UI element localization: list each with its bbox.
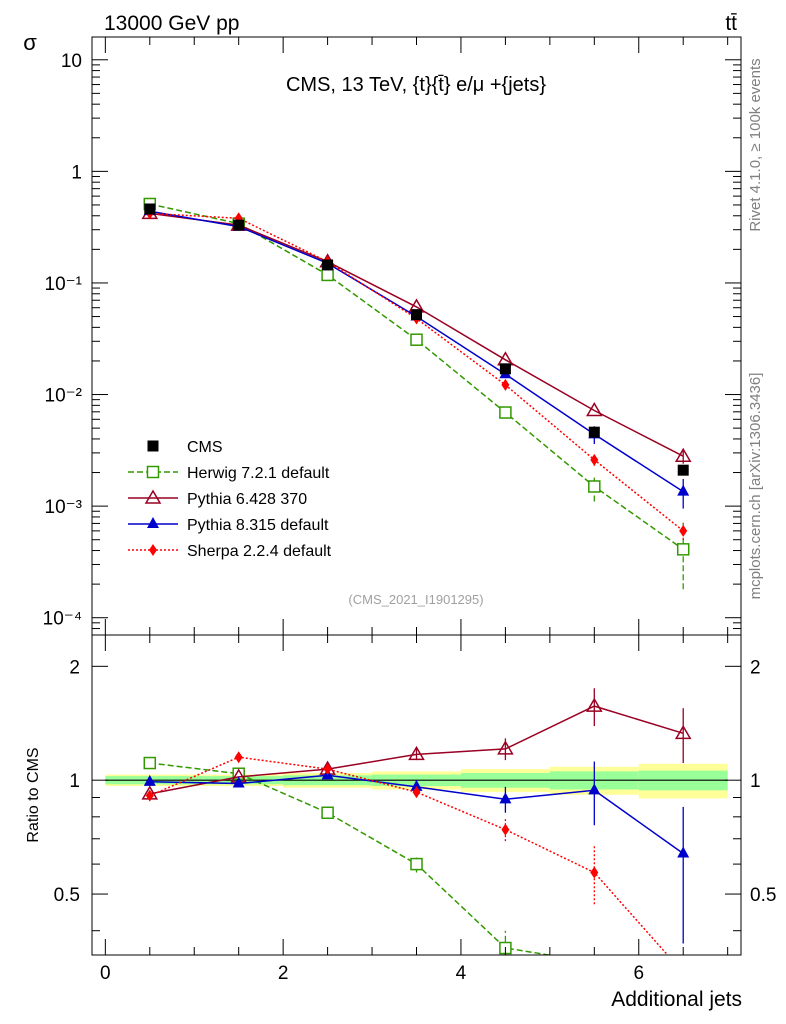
series-sherpa-2-2-4-default [145, 751, 687, 979]
data-point [145, 789, 154, 802]
data-point [677, 484, 690, 496]
data-point [408, 745, 425, 761]
series-line-pythia-8-315-default [149, 210, 684, 493]
y-tick-label: 10⁻³ [45, 497, 83, 518]
data-point [321, 268, 334, 282]
data-point [322, 259, 334, 271]
data-point [674, 447, 692, 462]
data-point [233, 219, 245, 231]
ratio-y-tick-label-right: 1 [750, 771, 761, 792]
main-panel: 10 1 10⁻¹ 10⁻² 10⁻³ 10⁻⁴ CMS, 13 TeV, {t}{t̄}… [23, 30, 742, 636]
data-point [410, 779, 423, 791]
x-axis-label: Additional jets [611, 988, 742, 1011]
ratio-panel: 2 2 1 1 0.5 0.5 0 2 4 6 Ratio to CMS Additional j… [25, 634, 776, 1011]
legend-label: CMS [187, 439, 223, 456]
y-tick-label: 10⁻² [45, 386, 83, 407]
data-point [677, 464, 689, 476]
data-point [232, 776, 245, 788]
data-point [677, 846, 690, 858]
x-tick-label: 0 [100, 963, 111, 984]
watermark: (CMS_2021_I1901295) [348, 592, 483, 607]
ratio-axis-ticks: 2 2 1 1 0.5 0.5 0 2 4 6 [54, 635, 776, 984]
data-point [410, 857, 423, 871]
data-point [497, 740, 514, 755]
legend: CMS Herwig 7.2.1 default Pythia 6.428 370 P… [128, 439, 332, 560]
data-point [679, 967, 687, 979]
main-title: CMS, 13 TeV, {t}{t̄} e/μ +{jets} [286, 74, 546, 96]
data-point [323, 763, 332, 776]
data-point [143, 756, 157, 770]
data-point [679, 524, 688, 537]
legend-item-pythia-6-428-370: Pythia 6.428 370 [128, 489, 307, 508]
data-point [499, 363, 511, 375]
data-point [499, 406, 512, 419]
legend-marker [147, 440, 159, 452]
side-label-bottom: mcplots.cern.ch [arXiv:1306.3436] [747, 373, 764, 600]
series-line-herwig-7-2-1-default [149, 762, 554, 955]
main-axis-ticks: 10 1 10⁻¹ 10⁻² 10⁻³ 10⁻⁴ [43, 37, 741, 636]
data-point [234, 751, 243, 764]
legend-label: Pythia 8.315 default [187, 517, 329, 534]
data-point [589, 957, 600, 968]
energy-label: 13000 GeV pp [104, 12, 239, 35]
ratio-y-tick-label: 1 [69, 771, 80, 792]
main-y-axis-label: σ [23, 30, 37, 55]
legend-marker [144, 489, 162, 504]
side-label-top: Rivet 4.1.0, ≥ 100k events [747, 58, 764, 231]
legend-label: Sherpa 2.2.4 default [187, 543, 332, 560]
series-line-sherpa-2-2-4-default [149, 212, 684, 532]
data-point [588, 783, 601, 795]
data-point [501, 378, 510, 391]
process-label: tt̄ [725, 12, 737, 35]
data-point [410, 333, 423, 346]
main-plot-content [141, 197, 692, 590]
x-tick-label: 4 [456, 963, 467, 984]
data-point [590, 453, 599, 466]
legend-marker [149, 544, 157, 556]
ratio-plot-content [105, 688, 728, 979]
y-tick-label: 10⁻¹ [45, 274, 83, 295]
series-pythia-8-315-default [143, 204, 690, 509]
y-tick-label: 10⁻⁴ [43, 609, 82, 630]
series-sherpa-2-2-4-default [145, 207, 688, 540]
legend-item-herwig-7-2-1-default: Herwig 7.2.1 default [128, 465, 330, 482]
ratio-y-tick-label-right: 0.5 [750, 885, 776, 906]
data-point [676, 543, 690, 556]
y-tick-label: 1 [71, 162, 82, 183]
data-point [412, 786, 421, 799]
data-point [674, 724, 692, 740]
legend-marker [147, 517, 159, 528]
legend-label: Herwig 7.2.1 default [187, 465, 330, 482]
series-cms [144, 203, 689, 476]
data-point [590, 866, 599, 879]
ratio-y-tick-label-right: 2 [750, 657, 761, 678]
legend-label: Pythia 6.428 370 [187, 491, 307, 508]
data-point [588, 480, 601, 493]
legend-item-cms: CMS [147, 439, 223, 456]
y-tick-label: 10 [61, 51, 82, 72]
data-point [321, 806, 334, 820]
x-tick-label: 6 [633, 963, 644, 984]
ratio-y-tick-label: 2 [69, 657, 80, 678]
data-point [143, 774, 156, 786]
data-point [588, 426, 600, 438]
legend-item-sherpa-2-2-4-default: Sherpa 2.2.4 default [128, 543, 332, 560]
data-point [586, 401, 603, 417]
data-point [501, 823, 510, 836]
legend-marker [146, 465, 160, 479]
ratio-y-axis-label: Ratio to CMS [25, 747, 42, 842]
data-point [499, 792, 512, 804]
data-point [586, 697, 603, 712]
data-point [144, 203, 156, 215]
data-point [411, 309, 422, 321]
legend-item-pythia-8-315-default: Pythia 8.315 default [128, 517, 329, 534]
x-tick-label: 2 [278, 963, 289, 984]
ratio-y-tick-label: 0.5 [54, 885, 80, 906]
